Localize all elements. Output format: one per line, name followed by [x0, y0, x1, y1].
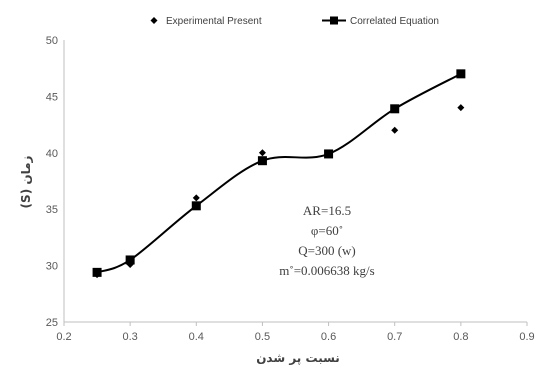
- y-tick-label: 25: [46, 317, 58, 329]
- experimental-diamond-marker: [457, 104, 465, 112]
- x-axis-title: نسبت پر شدن: [256, 351, 340, 365]
- y-tick-label: 50: [46, 35, 58, 47]
- correlated-square-marker: [125, 255, 135, 265]
- legend: Experimental Present Correlated Equation: [150, 16, 439, 27]
- y-tick-label: 45: [46, 91, 58, 103]
- legend-square-icon: [330, 16, 338, 25]
- y-axis-title: زمان (S): [19, 155, 33, 208]
- tick-labels: 0.2 0.3 0.4 0.5 0.6 0.7 0.8 0.9 25 30 35 40 45 50: [46, 35, 535, 343]
- legend-label-correlated: Correlated Equation: [350, 16, 439, 27]
- experimental-diamond-marker: [126, 260, 134, 268]
- correlated-square-marker: [390, 104, 400, 114]
- x-tick-label: 0.6: [321, 331, 336, 343]
- series-markers: [92, 69, 466, 279]
- parameter-annotation: AR=16.5 φ=60˚ Q=300 (w) m˚=0.006638 kg/s: [279, 203, 374, 278]
- correlated-square-marker: [324, 149, 334, 159]
- x-tick-label: 0.8: [453, 331, 468, 343]
- x-tick-label: 0.4: [189, 331, 204, 343]
- series-lines: [96, 72, 462, 274]
- experimental-diamond-marker: [93, 271, 101, 279]
- annotation-angle: φ=60˚: [311, 223, 343, 238]
- correlated-square-marker: [257, 156, 267, 166]
- x-tick-label: 0.3: [122, 331, 137, 343]
- correlated-square-marker: [191, 201, 201, 211]
- annotation-heat: Q=300 (w): [298, 243, 356, 258]
- annotation-ar: AR=16.5: [303, 203, 351, 218]
- x-tick-label: 0.9: [519, 331, 534, 343]
- experimental-diamond-marker: [391, 126, 399, 134]
- axes: [63, 40, 528, 326]
- x-tick-label: 0.7: [387, 331, 402, 343]
- correlated-equation-line: [96, 72, 462, 274]
- annotation-mass-flow: m˚=0.006638 kg/s: [279, 263, 374, 278]
- experimental-diamond-marker: [258, 149, 266, 157]
- y-tick-label: 30: [46, 261, 58, 273]
- experimental-diamond-marker: [192, 194, 200, 202]
- legend-label-experimental: Experimental Present: [166, 16, 262, 27]
- y-tick-label: 40: [46, 148, 58, 160]
- correlated-square-marker: [456, 69, 466, 79]
- x-tick-label: 0.5: [255, 331, 270, 343]
- y-tick-label: 35: [46, 204, 58, 216]
- x-tick-label: 0.2: [56, 331, 71, 343]
- legend-diamond-icon: [150, 17, 158, 24]
